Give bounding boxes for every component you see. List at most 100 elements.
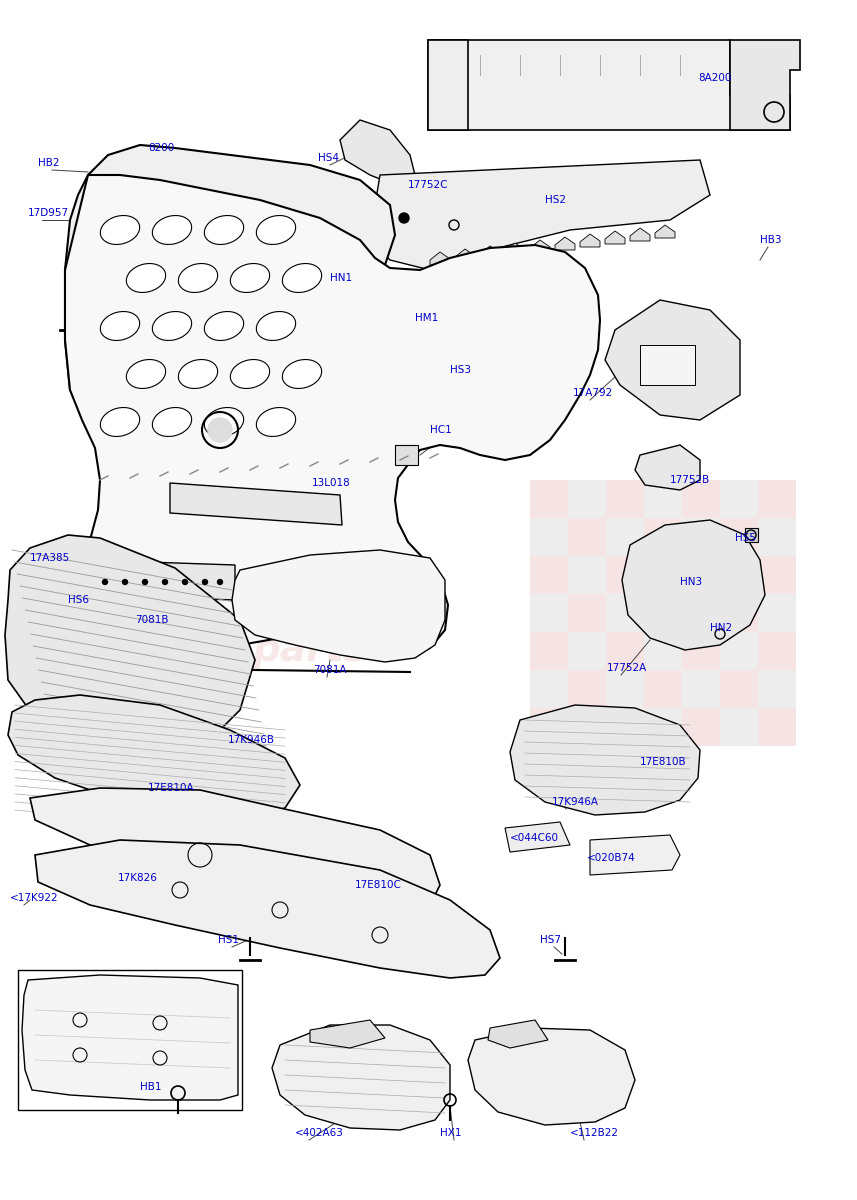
Bar [530,708,568,746]
Polygon shape [65,175,600,672]
Bar [682,480,720,518]
Text: 17A385: 17A385 [30,553,70,563]
Text: HS5: HS5 [735,533,756,542]
Polygon shape [18,970,242,1110]
Ellipse shape [153,408,192,437]
Bar [644,594,682,632]
Polygon shape [455,248,475,262]
Text: parts: parts [253,631,368,670]
Ellipse shape [204,408,243,437]
Ellipse shape [126,264,165,293]
Polygon shape [170,482,342,526]
Text: 17A792: 17A792 [573,388,614,398]
Text: 7081A: 7081A [313,665,346,674]
Ellipse shape [256,216,296,245]
Text: 17K946A: 17K946A [552,797,599,806]
Polygon shape [640,346,695,385]
Polygon shape [5,535,255,760]
Text: Scuderia: Scuderia [120,574,380,626]
Circle shape [218,580,223,584]
Text: HB2: HB2 [38,158,59,168]
Text: <402A63: <402A63 [295,1128,344,1138]
Text: HB1: HB1 [140,1082,161,1092]
Bar [568,594,606,632]
Text: 17752A: 17752A [607,662,647,673]
Text: <020B74: <020B74 [587,853,636,863]
Circle shape [103,580,107,584]
Ellipse shape [256,312,296,341]
Polygon shape [30,788,440,914]
Bar [606,594,644,632]
Polygon shape [505,242,525,256]
Ellipse shape [126,360,165,389]
Bar [644,518,682,556]
Polygon shape [428,40,790,130]
Text: HS3: HS3 [450,365,471,374]
Polygon shape [310,1020,385,1048]
Bar [530,518,568,556]
Text: 17D957: 17D957 [28,208,69,218]
Circle shape [202,580,207,584]
Bar [682,518,720,556]
Polygon shape [580,234,600,247]
Polygon shape [630,228,650,241]
Text: 17752C: 17752C [408,180,448,190]
Bar [568,670,606,708]
Text: HS1: HS1 [218,935,239,946]
Bar [644,632,682,670]
Polygon shape [590,835,680,875]
Bar [530,670,568,708]
Bar [682,670,720,708]
Polygon shape [80,194,358,452]
Ellipse shape [100,408,140,437]
Bar [720,708,758,746]
Bar [758,632,796,670]
Bar [606,518,644,556]
Polygon shape [635,445,700,490]
Bar [682,708,720,746]
Polygon shape [468,1028,635,1126]
Bar [720,670,758,708]
Polygon shape [488,1020,548,1048]
Ellipse shape [231,360,270,389]
Text: HC1: HC1 [430,425,452,434]
Ellipse shape [282,360,321,389]
Text: HS4: HS4 [318,152,339,163]
Bar [758,670,796,708]
Text: HB3: HB3 [760,235,782,245]
Ellipse shape [178,360,218,389]
Ellipse shape [153,312,192,341]
Bar [644,480,682,518]
Polygon shape [428,40,468,130]
Circle shape [142,580,147,584]
Text: HM1: HM1 [415,313,438,323]
Polygon shape [480,246,500,259]
Circle shape [399,214,409,223]
Bar [758,480,796,518]
Text: 17E810B: 17E810B [640,757,686,767]
Text: 13L018: 13L018 [312,478,351,488]
Polygon shape [730,40,800,130]
Text: 17752B: 17752B [670,475,710,485]
Bar [606,556,644,594]
Bar [568,480,606,518]
Circle shape [123,580,128,584]
Polygon shape [370,160,710,270]
Bar [720,480,758,518]
Polygon shape [622,520,765,650]
Polygon shape [65,145,395,468]
Bar [606,480,644,518]
Text: HN3: HN3 [680,577,702,587]
Text: 17E810A: 17E810A [148,782,195,793]
Bar [758,556,796,594]
Polygon shape [530,240,550,253]
Polygon shape [22,974,238,1100]
Polygon shape [510,704,700,815]
Polygon shape [505,822,570,852]
Bar [682,632,720,670]
Text: HN2: HN2 [710,623,732,634]
Text: 7081B: 7081B [135,614,169,625]
Polygon shape [8,695,300,818]
Bar [530,594,568,632]
Ellipse shape [153,216,192,245]
